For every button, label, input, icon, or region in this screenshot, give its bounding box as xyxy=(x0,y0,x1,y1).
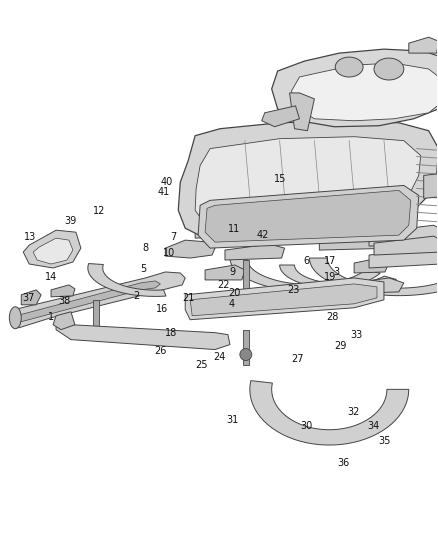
Polygon shape xyxy=(230,258,380,292)
Polygon shape xyxy=(250,381,409,445)
Polygon shape xyxy=(279,265,396,289)
Text: 6: 6 xyxy=(303,256,309,266)
Text: 9: 9 xyxy=(229,267,235,277)
Text: 32: 32 xyxy=(348,407,360,417)
Polygon shape xyxy=(23,230,81,268)
Polygon shape xyxy=(190,284,377,316)
Polygon shape xyxy=(369,225,438,246)
Text: 37: 37 xyxy=(23,293,35,303)
Polygon shape xyxy=(329,218,397,236)
Text: 25: 25 xyxy=(195,360,208,369)
Text: 20: 20 xyxy=(228,288,240,298)
Polygon shape xyxy=(272,49,438,127)
Polygon shape xyxy=(369,247,438,268)
Bar xyxy=(243,260,249,300)
Polygon shape xyxy=(205,190,411,242)
Text: 22: 22 xyxy=(217,280,230,290)
Text: 16: 16 xyxy=(156,304,169,314)
Text: 40: 40 xyxy=(161,176,173,187)
Text: 8: 8 xyxy=(142,243,148,253)
Ellipse shape xyxy=(240,349,252,360)
Polygon shape xyxy=(354,258,389,273)
Polygon shape xyxy=(195,136,421,228)
Polygon shape xyxy=(374,236,438,255)
Text: 35: 35 xyxy=(378,437,391,447)
Text: 13: 13 xyxy=(24,232,36,243)
Text: 38: 38 xyxy=(58,296,71,306)
Text: 3: 3 xyxy=(333,267,339,277)
Text: 18: 18 xyxy=(165,328,177,338)
Text: 26: 26 xyxy=(154,346,166,357)
Polygon shape xyxy=(185,278,384,320)
Bar xyxy=(93,300,99,337)
Ellipse shape xyxy=(9,307,21,329)
Polygon shape xyxy=(165,240,215,258)
Bar xyxy=(243,330,249,366)
Polygon shape xyxy=(424,173,438,198)
Text: 39: 39 xyxy=(64,216,76,227)
Polygon shape xyxy=(33,238,73,264)
Text: 27: 27 xyxy=(291,354,304,364)
Text: 28: 28 xyxy=(326,312,338,322)
Polygon shape xyxy=(178,121,438,240)
Polygon shape xyxy=(319,233,399,250)
Text: 2: 2 xyxy=(133,290,139,301)
Polygon shape xyxy=(262,106,300,127)
Polygon shape xyxy=(21,290,41,305)
Text: 15: 15 xyxy=(274,174,286,184)
Polygon shape xyxy=(56,318,230,350)
Text: 42: 42 xyxy=(256,230,268,240)
Text: 5: 5 xyxy=(140,264,146,274)
Polygon shape xyxy=(23,292,37,302)
Polygon shape xyxy=(339,278,404,294)
Polygon shape xyxy=(51,285,75,297)
Polygon shape xyxy=(409,37,438,53)
Polygon shape xyxy=(205,265,245,280)
Ellipse shape xyxy=(335,57,363,77)
Text: 34: 34 xyxy=(367,421,380,431)
Polygon shape xyxy=(309,258,438,296)
Text: 1: 1 xyxy=(48,312,54,322)
Text: 7: 7 xyxy=(170,232,177,243)
Text: 36: 36 xyxy=(337,458,349,467)
Polygon shape xyxy=(53,312,75,330)
Polygon shape xyxy=(198,185,419,248)
Polygon shape xyxy=(290,93,314,131)
Text: 12: 12 xyxy=(93,206,106,216)
Text: 33: 33 xyxy=(350,330,362,341)
Polygon shape xyxy=(195,220,279,238)
Text: 14: 14 xyxy=(45,272,57,282)
Text: 30: 30 xyxy=(300,421,312,431)
Text: 31: 31 xyxy=(226,415,238,425)
Text: 41: 41 xyxy=(158,187,170,197)
Text: 29: 29 xyxy=(335,341,347,351)
Polygon shape xyxy=(379,242,419,257)
Polygon shape xyxy=(292,63,438,121)
Text: 4: 4 xyxy=(229,298,235,309)
Text: 21: 21 xyxy=(182,293,195,303)
Polygon shape xyxy=(88,263,166,296)
Polygon shape xyxy=(11,272,185,328)
Text: 10: 10 xyxy=(163,248,175,259)
Polygon shape xyxy=(225,244,285,260)
Polygon shape xyxy=(270,212,339,230)
Text: 24: 24 xyxy=(213,352,225,361)
Text: 19: 19 xyxy=(324,272,336,282)
Ellipse shape xyxy=(374,58,404,80)
Text: 17: 17 xyxy=(324,256,336,266)
Text: 11: 11 xyxy=(228,224,240,235)
Polygon shape xyxy=(15,281,160,322)
Polygon shape xyxy=(205,179,359,211)
Text: 23: 23 xyxy=(287,285,299,295)
